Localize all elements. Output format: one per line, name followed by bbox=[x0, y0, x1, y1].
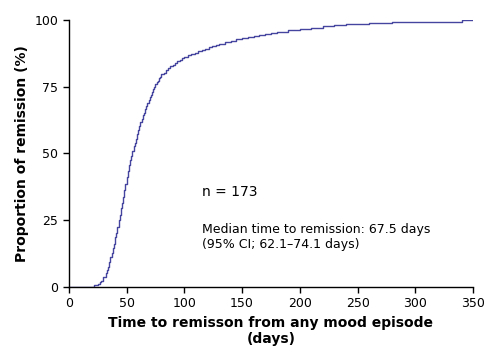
X-axis label: Time to remisson from any mood episode
(days): Time to remisson from any mood episode (… bbox=[108, 316, 434, 346]
Y-axis label: Proportion of remission (%): Proportion of remission (%) bbox=[15, 45, 29, 262]
Text: Median time to remission: 67.5 days
(95% CI; 62.1–74.1 days): Median time to remission: 67.5 days (95%… bbox=[202, 223, 430, 251]
Text: n = 173: n = 173 bbox=[202, 186, 257, 199]
